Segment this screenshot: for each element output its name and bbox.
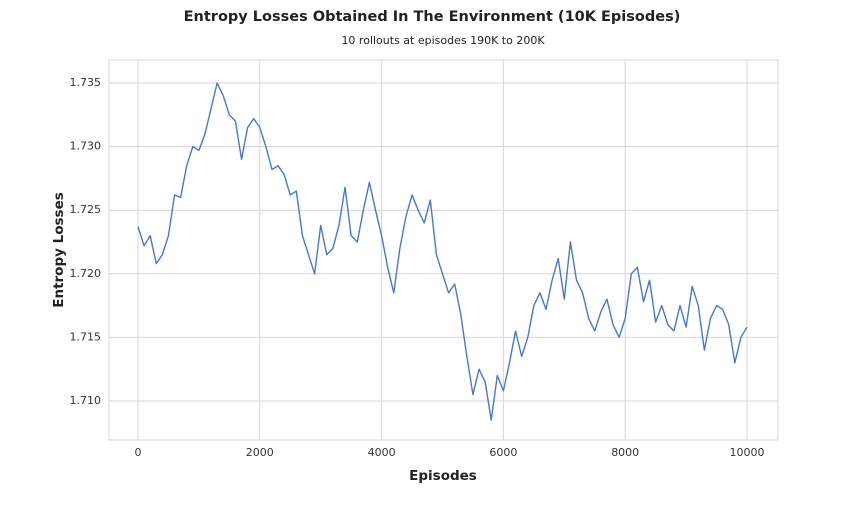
y-tick-label: 1.720 [70, 267, 102, 280]
plot-frame [108, 59, 779, 441]
data-line [137, 82, 748, 421]
y-axis-label: Entropy Losses [51, 192, 67, 308]
chart-subtitle: 10 rollouts at episodes 190K to 200K [341, 34, 545, 47]
y-tick-label: 1.735 [70, 76, 102, 89]
x-tick-label: 10000 [730, 446, 765, 459]
x-tick-label: 0 [134, 446, 141, 459]
x-tick-label: 2000 [246, 446, 274, 459]
chart-title: Entropy Losses Obtained In The Environme… [184, 9, 681, 25]
y-tick-label: 1.715 [70, 330, 102, 343]
y-tick-label: 1.730 [70, 140, 102, 153]
x-tick-label: 6000 [489, 446, 517, 459]
x-axis-label: Episodes [409, 468, 477, 484]
plot-area: 1.710 1.715 1.720 1.725 1.730 1.735 0 2000 4000 6… [70, 59, 779, 459]
y-tick-label: 1.710 [70, 394, 102, 407]
x-tick-label: 8000 [611, 446, 639, 459]
x-tick-label: 4000 [368, 446, 396, 459]
y-tick-label: 1.725 [70, 203, 102, 216]
